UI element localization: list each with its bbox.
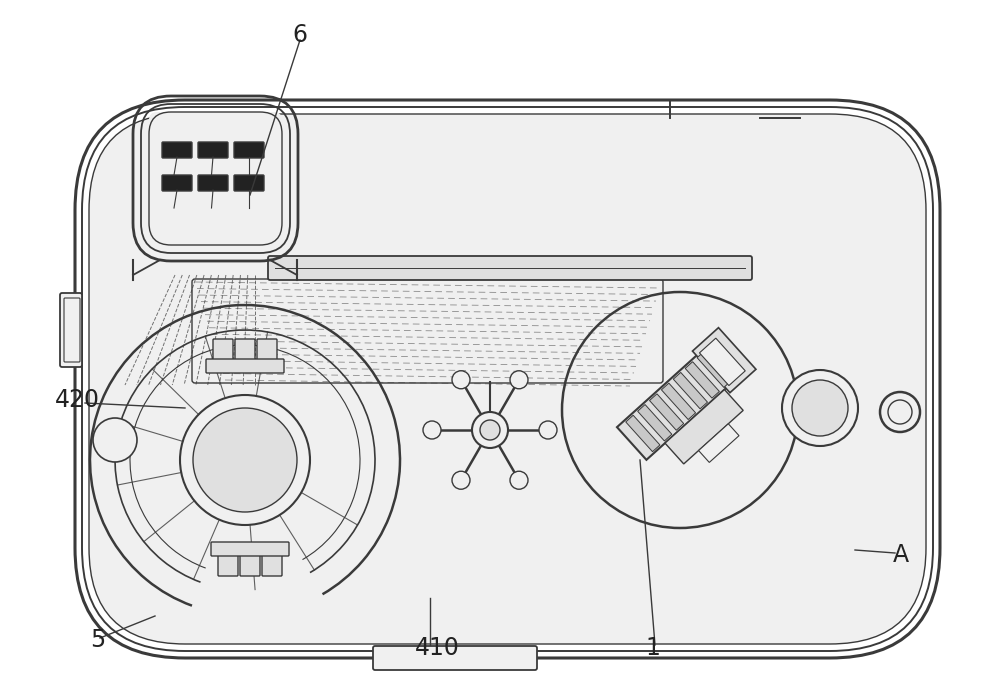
Circle shape (452, 371, 470, 389)
Circle shape (180, 395, 310, 525)
Circle shape (880, 392, 920, 432)
Circle shape (539, 421, 557, 439)
FancyBboxPatch shape (149, 112, 282, 245)
FancyBboxPatch shape (162, 175, 192, 191)
Circle shape (452, 471, 470, 489)
Circle shape (510, 471, 528, 489)
Text: 1: 1 (645, 636, 660, 660)
Circle shape (792, 380, 848, 436)
Text: 5: 5 (90, 628, 105, 652)
FancyBboxPatch shape (213, 339, 233, 361)
FancyBboxPatch shape (60, 293, 82, 367)
Text: A: A (893, 543, 909, 567)
Bar (661, 383, 696, 420)
FancyBboxPatch shape (162, 142, 192, 158)
Bar (685, 362, 719, 398)
Bar (626, 415, 660, 452)
FancyBboxPatch shape (240, 554, 260, 576)
Circle shape (93, 418, 137, 462)
FancyBboxPatch shape (198, 142, 228, 158)
Text: 410: 410 (415, 636, 460, 660)
Bar (638, 405, 672, 441)
Bar (692, 328, 756, 393)
FancyBboxPatch shape (373, 646, 537, 670)
FancyBboxPatch shape (234, 175, 264, 191)
FancyBboxPatch shape (268, 256, 752, 280)
Circle shape (510, 371, 528, 389)
FancyBboxPatch shape (89, 114, 926, 644)
Polygon shape (133, 260, 297, 275)
Text: 420: 420 (55, 388, 100, 412)
Circle shape (472, 412, 508, 448)
Circle shape (193, 408, 297, 512)
FancyBboxPatch shape (234, 142, 264, 158)
Circle shape (423, 421, 441, 439)
Bar (617, 340, 743, 460)
FancyBboxPatch shape (198, 175, 228, 191)
Bar (665, 389, 743, 464)
FancyBboxPatch shape (257, 339, 277, 361)
FancyBboxPatch shape (262, 554, 282, 576)
Bar (699, 338, 745, 386)
Circle shape (782, 370, 858, 446)
FancyBboxPatch shape (235, 339, 255, 361)
Bar (673, 373, 708, 409)
Bar (697, 351, 731, 387)
Bar (699, 424, 739, 462)
Bar (650, 393, 684, 430)
Circle shape (480, 420, 500, 440)
FancyBboxPatch shape (206, 359, 284, 373)
Text: 6: 6 (292, 23, 307, 47)
FancyBboxPatch shape (211, 542, 289, 556)
FancyBboxPatch shape (218, 554, 238, 576)
